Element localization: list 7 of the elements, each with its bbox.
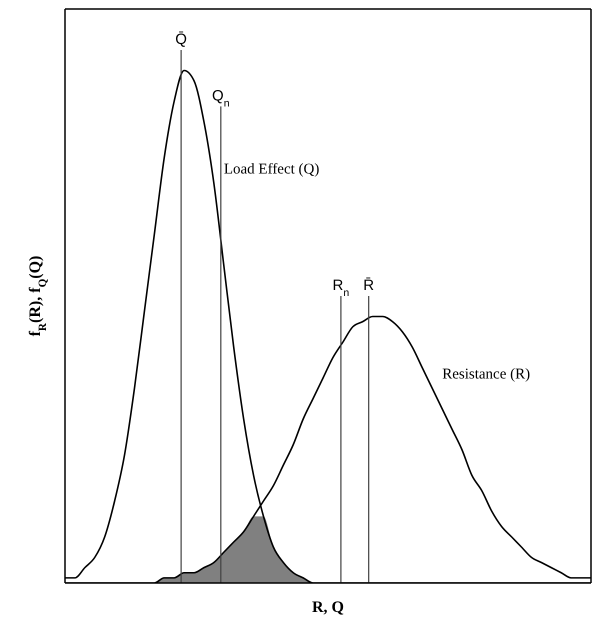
series-label: Load Effect (Q) — [224, 161, 320, 178]
text: Q̄ — [175, 31, 187, 48]
series-label: Resistance (R) — [442, 366, 530, 382]
annotation: R̄ — [363, 277, 374, 294]
annotation: R$_{n}$ — [332, 277, 350, 299]
x-axis-title: R, Q — [312, 599, 344, 616]
annotation: Q$_{n}$ — [212, 87, 230, 110]
